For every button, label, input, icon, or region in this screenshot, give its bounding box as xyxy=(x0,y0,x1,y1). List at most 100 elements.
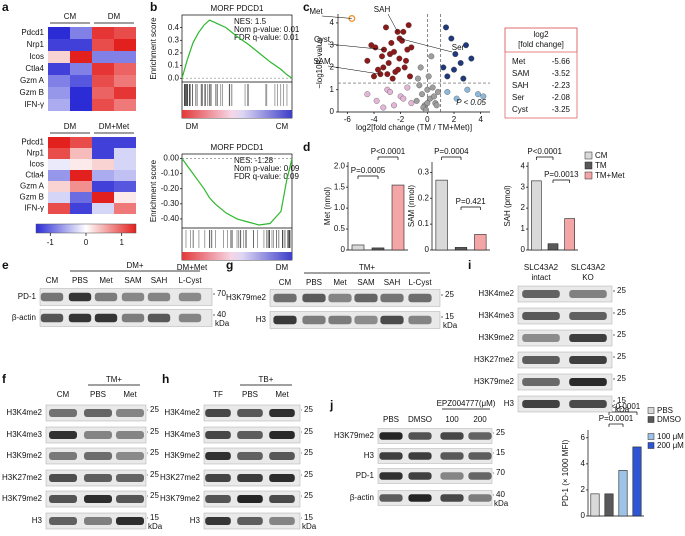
data-point xyxy=(379,53,385,60)
blot-band xyxy=(116,517,144,525)
heatmap-cell xyxy=(48,51,70,63)
unit-label: kDa xyxy=(215,319,230,328)
y-tick-label: 4 xyxy=(521,161,526,170)
marker-label: 25 xyxy=(304,405,313,414)
y-tick-label: 2 xyxy=(521,203,526,212)
heatmap-cell xyxy=(70,99,92,111)
lane-label: PBS xyxy=(90,390,106,399)
marker-label: 25 xyxy=(150,491,159,500)
blot-band xyxy=(237,517,263,525)
row-label: H3K9me2 xyxy=(478,333,514,342)
heatmap-cell xyxy=(70,63,92,75)
x-axis-title: log2[fold change (TM / TM+Met)] xyxy=(356,123,472,132)
blot-band xyxy=(84,517,112,525)
panel-label: e xyxy=(2,258,9,272)
blot-band xyxy=(237,452,263,460)
table-cell: -2.23 xyxy=(552,81,571,90)
row-label: Ctla4 xyxy=(25,171,44,180)
blot-band xyxy=(569,312,607,320)
y-tick-label: 0 xyxy=(425,245,430,254)
blot-band xyxy=(205,495,231,503)
heatmap-cell xyxy=(92,39,114,51)
heatmap-cell xyxy=(48,63,70,75)
y-tick-label: 1 xyxy=(521,224,526,233)
heatmap-cell xyxy=(48,137,70,148)
table-cell: -2.08 xyxy=(552,93,571,102)
lane-label: L-Cyst xyxy=(408,278,432,287)
blot-band xyxy=(49,431,77,439)
blot-band xyxy=(354,315,378,325)
heatmap-cell xyxy=(114,192,136,203)
p-value: P=0.421 xyxy=(456,197,487,206)
blot-band xyxy=(380,293,404,303)
y-axis-title: SAM (nmol) xyxy=(407,185,416,228)
blot-band xyxy=(379,452,403,460)
blot-band xyxy=(468,494,492,502)
data-point xyxy=(424,100,431,107)
blot-band xyxy=(569,378,607,386)
bar xyxy=(604,493,614,517)
blot-band xyxy=(408,293,432,303)
blot-band xyxy=(569,334,607,342)
blot-band xyxy=(269,431,295,439)
bar xyxy=(435,179,448,251)
data-point xyxy=(435,89,441,95)
heatmap-cell xyxy=(70,87,92,99)
blot-band xyxy=(522,356,560,364)
y-tick-label: 1 xyxy=(330,85,335,94)
blot-band xyxy=(379,472,403,480)
heatmap-cell xyxy=(48,75,70,87)
data-point xyxy=(408,100,415,107)
lane-label: TF xyxy=(213,390,223,399)
data-point xyxy=(440,64,447,71)
plot-title: MORF PDCD1 xyxy=(211,4,264,13)
heatmap-cell xyxy=(92,75,114,87)
blot-band xyxy=(49,517,77,525)
colorbar-label: -1 xyxy=(47,238,55,247)
data-point xyxy=(452,51,459,58)
group-label: KO xyxy=(582,273,594,282)
row-label: H3K4me3 xyxy=(164,430,200,439)
blot-band xyxy=(49,409,77,417)
marker-label: 25 xyxy=(617,352,626,361)
lane-label: Met xyxy=(123,390,137,399)
p-value: P<0.0001 xyxy=(606,402,641,411)
blot-band xyxy=(468,452,492,460)
y-tick-label: 0 xyxy=(521,245,526,254)
blot-band xyxy=(94,292,118,302)
panel-label: c xyxy=(303,0,310,14)
stat: Nom p-value: 0.01 xyxy=(234,25,300,34)
blot-band xyxy=(273,315,297,325)
table-cell: Cyst xyxy=(512,105,529,114)
heatmap-cell xyxy=(48,87,70,99)
unit-label: kDa xyxy=(443,321,458,330)
y-tick-label: 2 xyxy=(581,485,586,494)
stat: NES: 1.5 xyxy=(234,17,267,26)
marker-label: 25 xyxy=(617,308,626,317)
data-point xyxy=(480,93,487,100)
heatmap-cell xyxy=(48,39,70,51)
marker-label: 25 xyxy=(496,428,505,437)
row-label: Icos xyxy=(29,160,44,169)
y-tick-label: 4 xyxy=(330,18,335,27)
lane-label: SAH xyxy=(151,276,168,285)
blot-band xyxy=(440,472,464,480)
panel-label: a xyxy=(2,0,9,14)
y-tick-label: 0.4 xyxy=(168,23,180,32)
bar xyxy=(351,244,365,251)
data-point xyxy=(407,73,413,80)
blot-band xyxy=(147,292,171,302)
table-header: log2 xyxy=(533,30,549,39)
table-cell: SAM xyxy=(512,69,530,78)
blot-band xyxy=(84,452,112,460)
data-point xyxy=(464,86,471,93)
heatmap-cell xyxy=(92,63,114,75)
heatmap-cell xyxy=(92,181,114,192)
bar xyxy=(618,470,628,517)
legend-label: DMSO xyxy=(657,415,681,424)
treatment-label: TM+ xyxy=(359,263,376,272)
data-point xyxy=(408,44,415,51)
row-label: H3K4me2 xyxy=(164,408,200,417)
heatmap-cell xyxy=(70,27,92,39)
